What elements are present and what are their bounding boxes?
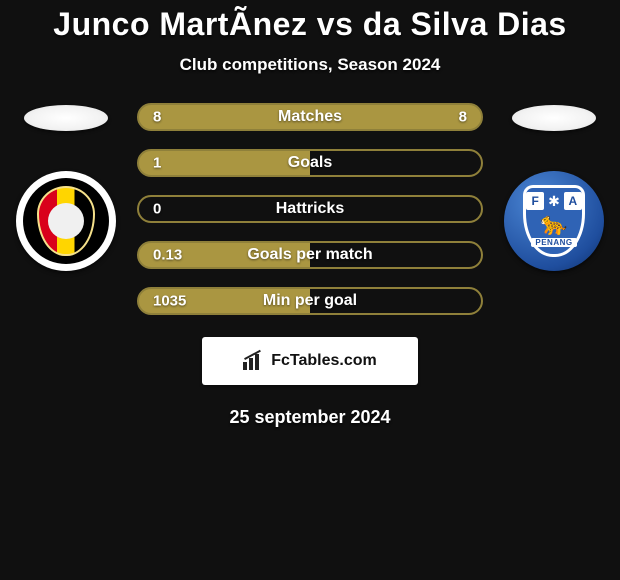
shield-right-letter-f: F xyxy=(526,192,544,210)
snowflake-icon: ✱ xyxy=(548,194,560,208)
bar-chart-icon xyxy=(243,352,265,370)
flag-left-icon xyxy=(24,105,108,131)
stat-matches-right-value: 8 xyxy=(459,109,467,126)
stat-bar-goals-per-match: 0.13 Goals per match xyxy=(137,241,483,269)
comparison-card: Junco MartÃ­nez vs da Silva Dias Club co… xyxy=(0,0,620,428)
stat-bar-matches: 8 Matches 8 xyxy=(137,103,483,131)
shield-right-label: PENANG xyxy=(531,238,576,247)
stat-mpg-left-value: 1035 xyxy=(153,293,186,310)
stat-gpm-left-value: 0.13 xyxy=(153,247,182,264)
stat-goals-label: Goals xyxy=(288,154,332,172)
stat-bar-hattricks: 0 Hattricks xyxy=(137,195,483,223)
stat-hattricks-left-value: 0 xyxy=(153,201,161,218)
player-left-column: P.B.N.S xyxy=(11,103,121,271)
animal-icon: 🐆 xyxy=(540,213,567,235)
subtitle: Club competitions, Season 2024 xyxy=(0,55,620,75)
date-text: 25 september 2024 xyxy=(0,407,620,428)
stat-gpm-label: Goals per match xyxy=(247,246,372,264)
stat-matches-left-value: 8 xyxy=(153,109,161,126)
stat-goals-left-value: 1 xyxy=(153,155,161,172)
branding-text: FcTables.com xyxy=(271,352,377,370)
stat-matches-label: Matches xyxy=(278,108,342,126)
shield-right-letter-a: A xyxy=(564,192,582,210)
stat-mpg-label: Min per goal xyxy=(263,292,357,310)
stat-hattricks-label: Hattricks xyxy=(276,200,344,218)
shield-left-icon: P.B.N.S xyxy=(37,186,95,256)
club-badge-left: P.B.N.S xyxy=(16,171,116,271)
shield-right-icon: F ✱ A 🐆 PENANG xyxy=(523,185,585,257)
club-badge-left-inner: P.B.N.S xyxy=(23,178,109,264)
comparison-body: P.B.N.S 8 Matches 8 1 Goals 0 Hattricks xyxy=(0,103,620,315)
shield-right-top: F ✱ A xyxy=(526,192,582,210)
stat-bar-min-per-goal: 1035 Min per goal xyxy=(137,287,483,315)
player-right-column: F ✱ A 🐆 PENANG xyxy=(499,103,609,271)
stat-bars: 8 Matches 8 1 Goals 0 Hattricks 0.13 Goa… xyxy=(137,103,483,315)
flag-right-icon xyxy=(512,105,596,131)
page-title: Junco MartÃ­nez vs da Silva Dias xyxy=(0,6,620,43)
stat-bar-goals: 1 Goals xyxy=(137,149,483,177)
club-badge-right: F ✱ A 🐆 PENANG xyxy=(504,171,604,271)
branding-box[interactable]: FcTables.com xyxy=(202,337,418,385)
club-left-monogram: P.B.N.S xyxy=(50,216,81,226)
